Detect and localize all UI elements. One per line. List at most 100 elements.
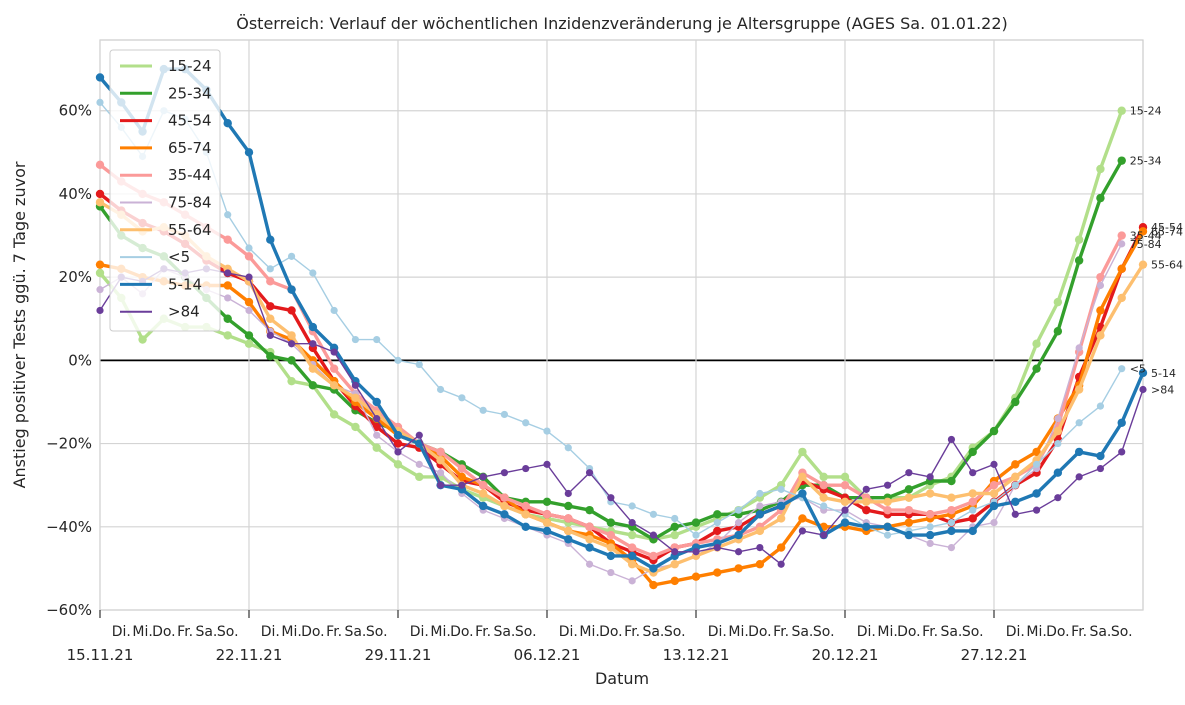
data-point (543, 460, 551, 468)
legend-item: 25-34 (120, 84, 212, 102)
legend-label: 15-24 (168, 57, 212, 75)
legend: 15-24 25-34 45-54 65-74 35-44 75-84 55-64 <5 5-1… (109, 49, 221, 332)
legend-item: 15-24 (120, 57, 212, 75)
data-point (1032, 460, 1041, 468)
data-point (1032, 339, 1041, 348)
data-point (585, 469, 594, 477)
data-point (904, 505, 914, 515)
data-point (500, 510, 509, 519)
data-point (266, 265, 274, 273)
data-point (947, 543, 956, 552)
legend-label: >84 (168, 303, 200, 321)
data-point (415, 431, 423, 439)
data-point (478, 489, 488, 498)
data-point (968, 447, 977, 457)
data-point (373, 431, 381, 439)
data-point (330, 306, 338, 315)
data-point (862, 522, 871, 531)
data-point (862, 505, 871, 515)
data-point (542, 526, 552, 536)
x-day-label: Mi. (728, 624, 748, 640)
data-point (521, 522, 530, 531)
data-point (1011, 397, 1020, 407)
data-point (628, 519, 636, 527)
data-point (309, 269, 317, 277)
data-point (415, 460, 423, 468)
data-point (394, 356, 402, 364)
data-point (1096, 331, 1105, 340)
data-point (628, 502, 636, 510)
x-tick-label: 13.12.21 (663, 646, 730, 664)
data-point (244, 252, 254, 261)
data-point (819, 493, 828, 502)
data-point (1096, 281, 1105, 290)
legend-item: <5 (120, 248, 190, 266)
x-day-label: So. (962, 624, 984, 640)
data-point (224, 269, 232, 277)
x-day-label: Do. (450, 624, 474, 640)
data-point (1118, 365, 1126, 373)
legend-label: 55-64 (168, 221, 212, 239)
data-point (756, 502, 764, 510)
data-point (287, 306, 296, 315)
data-point (756, 543, 764, 552)
data-point (989, 501, 999, 511)
data-point (1054, 439, 1062, 448)
data-point (734, 564, 743, 573)
data-point (287, 376, 296, 386)
chart-title: Österreich: Verlauf der wöchentlichen In… (236, 14, 1008, 33)
data-point (1011, 472, 1020, 482)
legend-item: 45-54 (120, 112, 212, 130)
data-point (373, 335, 381, 344)
data-point (96, 98, 104, 107)
data-point (478, 480, 488, 490)
data-point (564, 489, 572, 498)
data-point (543, 427, 551, 435)
y-tick-label: −20% (46, 435, 92, 453)
x-day-label: Mi. (132, 624, 152, 640)
x-tick-label: 22.11.21 (216, 646, 283, 664)
data-point (1096, 164, 1105, 174)
data-point (329, 364, 339, 373)
data-point (1138, 227, 1148, 236)
data-point (479, 473, 487, 481)
data-point (904, 493, 914, 502)
x-day-label: Mi. (430, 624, 450, 640)
data-point (606, 530, 616, 540)
x-day-label: Mi. (1026, 624, 1046, 640)
data-point (1138, 260, 1148, 269)
x-day-label: So. (813, 624, 835, 640)
y-tick-label: −60% (46, 601, 92, 619)
data-point (883, 531, 892, 539)
data-point (564, 514, 573, 523)
data-point (947, 435, 956, 444)
legend-label: <5 (168, 248, 190, 266)
data-point (287, 356, 296, 365)
data-point (1053, 297, 1063, 307)
data-point (394, 448, 402, 456)
data-point (968, 526, 977, 536)
x-axis-label: Datum (595, 669, 649, 688)
y-tick-label: −40% (46, 518, 92, 536)
x-day-label: Sa. (493, 624, 515, 640)
data-point (458, 481, 466, 489)
data-point (1075, 344, 1083, 352)
x-day-label: Mi. (281, 624, 301, 640)
data-point (968, 497, 977, 507)
legend-label: 75-84 (168, 194, 212, 212)
x-day-label: Di. (708, 624, 727, 640)
data-point (798, 447, 807, 457)
data-point (606, 543, 616, 552)
series-35-44 (95, 160, 1126, 561)
x-day-label: Mi. (579, 624, 599, 640)
data-point (947, 526, 956, 536)
data-point (542, 510, 552, 519)
data-point (989, 480, 999, 490)
data-point (756, 489, 764, 498)
x-day-label: Do. (1046, 624, 1070, 640)
end-label: 5-14 (1151, 367, 1176, 380)
x-day-label: Sa. (1089, 624, 1111, 640)
x-day-label: Sa. (195, 624, 217, 640)
data-point (713, 526, 722, 536)
